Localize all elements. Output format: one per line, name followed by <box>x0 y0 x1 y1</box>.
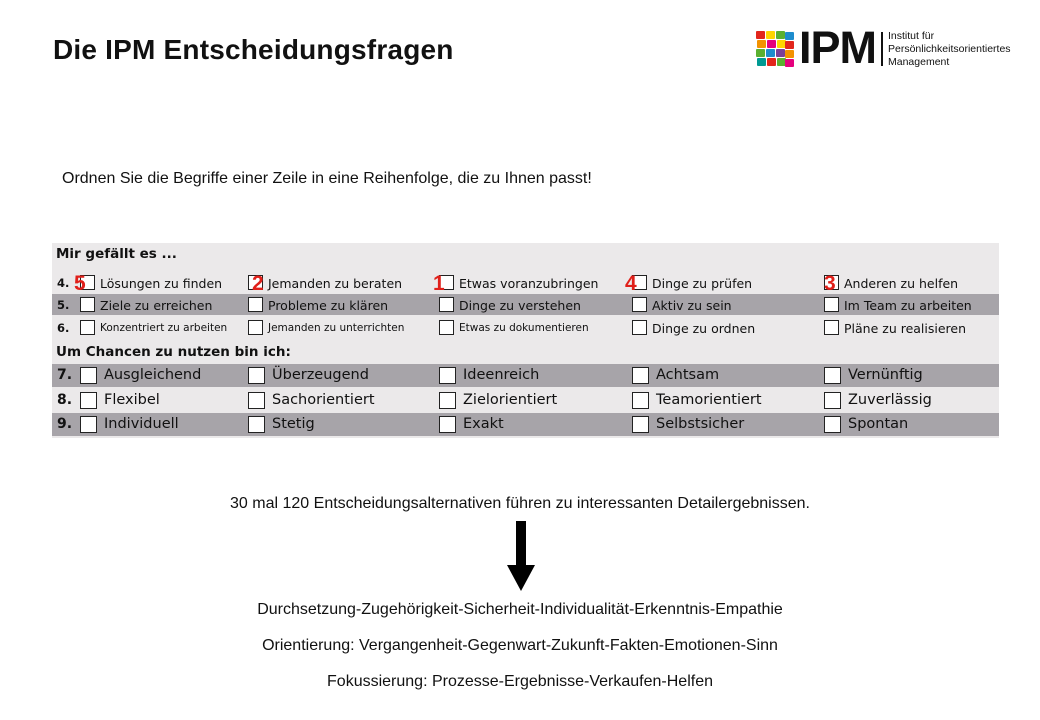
option-checkbox[interactable] <box>80 367 97 384</box>
option-label: Achtsam <box>656 367 720 383</box>
option-checkbox[interactable] <box>824 275 839 290</box>
option-label: Vernünftig <box>848 367 923 383</box>
option-label: Dinge zu ordnen <box>652 321 756 336</box>
instruction-text: Ordnen Sie die Begriffe einer Zeile in e… <box>62 170 592 187</box>
option-checkbox[interactable] <box>248 297 263 312</box>
option-checkbox[interactable] <box>439 275 454 290</box>
rank-number: 1 <box>433 272 445 295</box>
rank-number: 4 <box>625 272 637 295</box>
option-label: Dinge zu prüfen <box>652 276 753 291</box>
option-checkbox[interactable] <box>248 275 263 290</box>
option-checkbox[interactable] <box>439 392 456 409</box>
option-label: Stetig <box>272 416 315 432</box>
question-row: 5. Ziele zu erreichen Probleme zu klären Di… <box>52 294 999 315</box>
option-label: Anderen zu helfen <box>844 276 959 291</box>
option-label: Exakt <box>463 416 504 432</box>
option-checkbox[interactable] <box>248 367 265 384</box>
option-checkbox[interactable] <box>824 416 841 433</box>
option-label: Individuell <box>104 416 179 432</box>
row-number: 7. <box>57 367 73 383</box>
option-checkbox[interactable] <box>632 320 647 335</box>
option-label: Jemanden zu unterrichten <box>268 322 405 334</box>
option-label: Etwas zu dokumentieren <box>459 322 589 334</box>
question-row: 6. Konzentriert zu arbeiten Jemanden zu un… <box>52 317 999 338</box>
option-checkbox[interactable] <box>632 416 649 433</box>
option-checkbox[interactable] <box>248 392 265 409</box>
option-checkbox[interactable] <box>80 416 97 433</box>
row-number: 5. <box>57 298 70 312</box>
outcome-line: Fokussierung: Prozesse-Ergebnisse-Verkau… <box>327 673 713 690</box>
option-label: Etwas voranzubringen <box>459 276 599 291</box>
option-label: Konzentriert zu arbeiten <box>100 322 228 334</box>
option-label: Probleme zu klären <box>268 298 389 313</box>
option-checkbox[interactable] <box>80 275 95 290</box>
option-label: Aktiv zu sein <box>652 298 732 313</box>
option-label: Jemanden zu beraten <box>268 276 403 291</box>
option-checkbox[interactable] <box>632 367 649 384</box>
option-label: Im Team zu arbeiten <box>844 298 972 313</box>
option-label: Sachorientiert <box>272 392 375 408</box>
option-checkbox[interactable] <box>439 367 456 384</box>
question-row: 8. Flexibel Sachorientiert Zielorientiert Te… <box>52 389 999 412</box>
rank-number: 3 <box>824 272 836 295</box>
row-number: 6. <box>57 321 70 335</box>
option-checkbox[interactable] <box>632 275 647 290</box>
row-number: 8. <box>57 392 73 408</box>
row-number: 4. <box>57 276 70 290</box>
logo-divider <box>881 32 883 66</box>
option-label: Ausgleichend <box>104 367 202 383</box>
option-label: Selbstsicher <box>656 416 745 432</box>
option-checkbox[interactable] <box>80 320 95 335</box>
option-checkbox[interactable] <box>439 320 454 335</box>
outcome-line: Durchsetzung-Zugehörigkeit-Sicherheit-In… <box>257 601 783 618</box>
rank-number: 2 <box>252 272 264 295</box>
option-label: Zielorientiert <box>463 392 558 408</box>
slide-title: Die IPM Entscheidungsfragen <box>53 34 454 65</box>
option-checkbox[interactable] <box>80 297 95 312</box>
outcome-line: Orientierung: Vergangenheit-Gegenwart-Zu… <box>262 637 778 654</box>
option-checkbox[interactable] <box>439 297 454 312</box>
option-label: Flexibel <box>104 392 160 408</box>
logo-wordmark: IPM <box>799 22 877 73</box>
option-label: Dinge zu verstehen <box>459 298 581 313</box>
option-label: Ideenreich <box>463 367 540 383</box>
option-label: Pläne zu realisieren <box>844 321 967 336</box>
logo-subtitle: Institut für Persönlichkeitsorientiertes… <box>888 30 1011 68</box>
section-heading-chancen: Um Chancen zu nutzen bin ich: <box>56 344 291 360</box>
question-row: 7. Ausgleichend Überzeugend Ideenreich Achts… <box>52 364 999 387</box>
arrow-down-icon <box>507 521 535 591</box>
questionnaire-form: Mir gefällt es ... 4. Lösungen zu finden J… <box>52 243 999 438</box>
option-checkbox[interactable] <box>824 392 841 409</box>
option-checkbox[interactable] <box>248 416 265 433</box>
option-label: Teamorientiert <box>656 392 762 408</box>
section-heading-mir-gefaellt: Mir gefällt es ... <box>56 246 177 262</box>
outcome-list: Durchsetzung-Zugehörigkeit-Sicherheit-In… <box>0 600 1040 708</box>
logo-mosaic-icon <box>756 31 794 67</box>
ipm-logo: IPM Institut für Persönlichkeitsorientie… <box>756 24 1021 72</box>
row-number: 9. <box>57 416 73 432</box>
option-checkbox[interactable] <box>439 416 456 433</box>
option-label: Überzeugend <box>272 367 369 383</box>
question-row: 4. Lösungen zu finden Jemanden zu beraten E… <box>52 272 999 293</box>
option-label: Zuverlässig <box>848 392 932 408</box>
option-checkbox[interactable] <box>824 297 839 312</box>
option-label: Ziele zu erreichen <box>100 298 213 313</box>
option-label: Lösungen zu finden <box>100 276 223 291</box>
option-checkbox[interactable] <box>824 367 841 384</box>
summary-text: 30 mal 120 Entscheidungsalternativen füh… <box>230 495 810 512</box>
option-label: Spontan <box>848 416 909 432</box>
option-checkbox[interactable] <box>632 297 647 312</box>
option-checkbox[interactable] <box>824 320 839 335</box>
question-row: 9. Individuell Stetig Exakt Selbstsicher Spon… <box>52 413 999 436</box>
option-checkbox[interactable] <box>248 320 263 335</box>
option-checkbox[interactable] <box>632 392 649 409</box>
rank-number: 5 <box>74 272 86 295</box>
option-checkbox[interactable] <box>80 392 97 409</box>
